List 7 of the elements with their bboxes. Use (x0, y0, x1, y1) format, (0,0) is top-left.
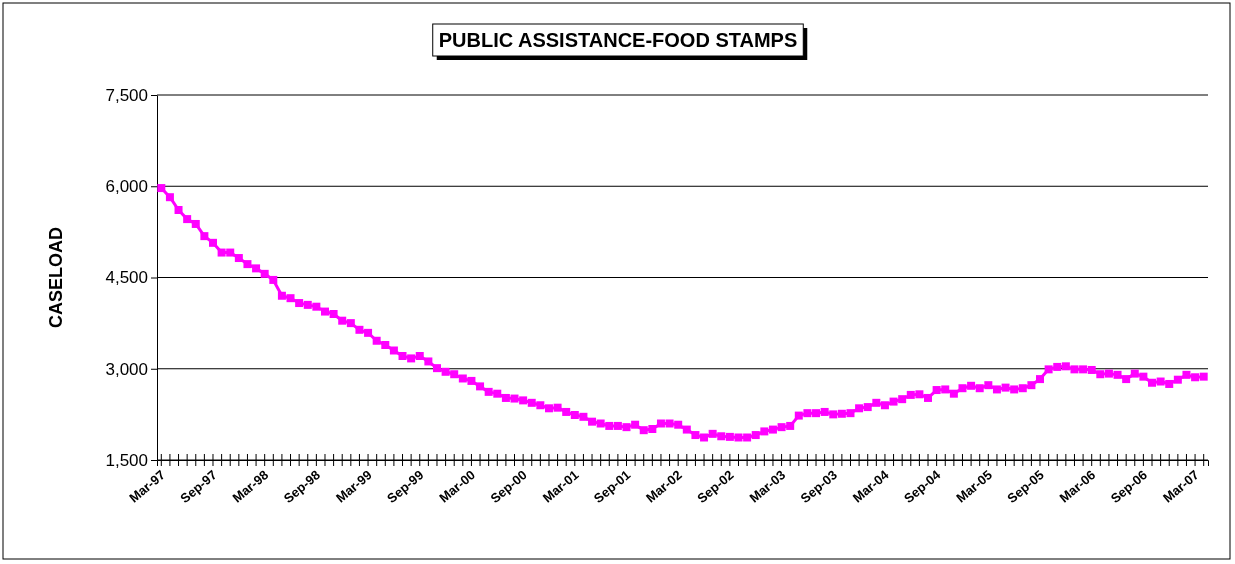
y-tick-label: 3,000 (105, 359, 148, 379)
y-tick-label: 7,500 (105, 85, 148, 105)
y-axis-title: CASELOAD (46, 226, 66, 329)
y-tick-label: 1,500 (105, 450, 148, 470)
y-tick-label: 6,000 (105, 177, 148, 197)
y-tick-label: 4,500 (105, 268, 148, 288)
chart-title: PUBLIC ASSISTANCE-FOOD STAMPS (438, 29, 798, 51)
